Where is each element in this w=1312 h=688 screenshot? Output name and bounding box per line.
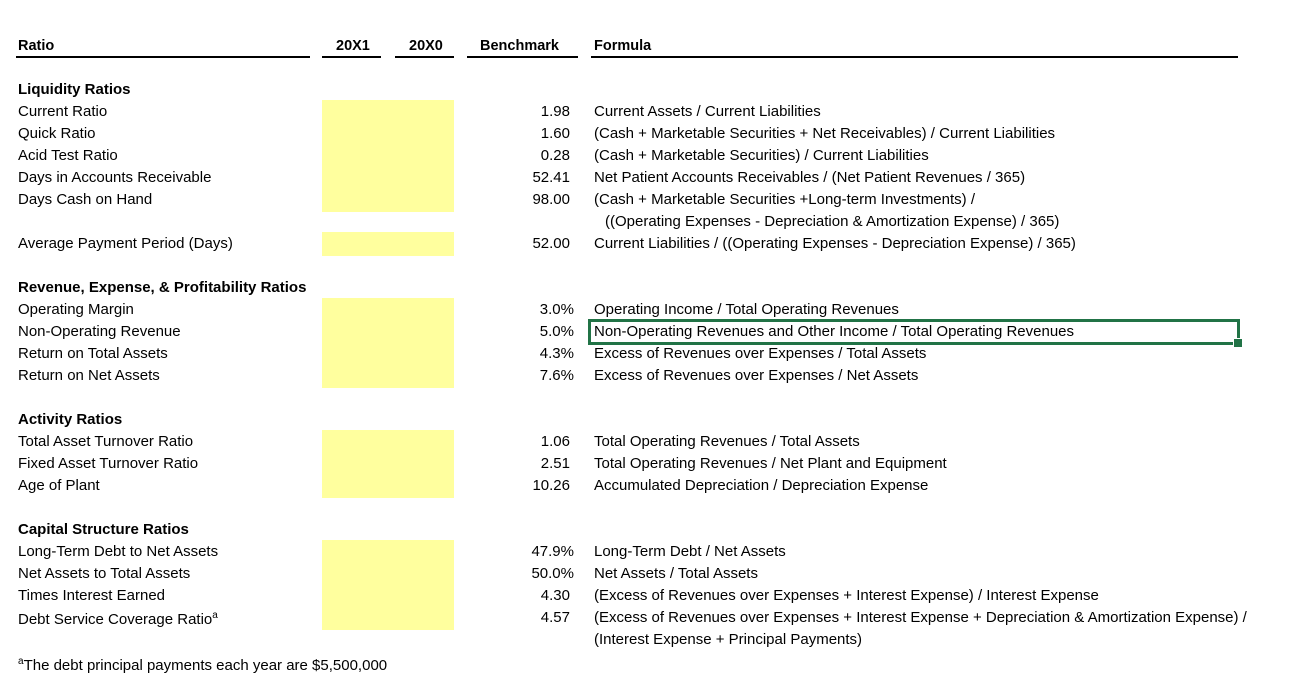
row-label: Return on Net Assets [18,367,160,384]
row-benchmark: 4.3% [539,345,574,362]
row-label: Long-Term Debt to Net Assets [18,543,219,560]
row-formula: Long-Term Debt / Net Assets [594,543,786,560]
row-formula: (Cash + Marketable Securities +Long-term… [594,191,975,208]
header-20x1: 20X1 [336,38,370,54]
footnote-marker: a [212,610,218,621]
row-label: Operating Margin [18,301,134,318]
header-underline-benchmark [467,56,578,58]
row-label: Total Asset Turnover Ratio [18,433,194,450]
header-formula: Formula [594,38,652,54]
footnote: aThe debt principal payments each year a… [18,655,387,677]
header-underline-ratio [16,56,310,58]
row-formula-continued: (Interest Expense + Principal Payments) [594,631,863,648]
row-formula: Excess of Revenues over Expenses / Total… [594,345,927,362]
header-underline-formula [591,56,1238,58]
row-label: Days in Accounts Receivable [18,169,212,186]
section-activity: Activity Ratios [18,411,123,428]
row-formula: Total Operating Revenues / Total Assets [594,433,860,450]
input-cells-liquidity[interactable] [322,100,454,212]
row-benchmark: 2.51 [540,455,570,472]
row-benchmark: 1.06 [540,433,570,450]
row-label: Return on Total Assets [18,345,168,362]
row-formula: (Excess of Revenues over Expenses + Inte… [594,587,1099,604]
row-benchmark: 4.57 [540,609,570,626]
row-benchmark: 3.0% [539,301,574,318]
header-underline-20x1 [322,56,381,58]
input-cells-avg-payment[interactable] [322,232,454,256]
row-formula[interactable]: Non-Operating Revenues and Other Income … [594,323,1074,340]
row-formula: Net Assets / Total Assets [594,565,758,582]
row-formula-continued: ((Operating Expenses - Depreciation & Am… [605,213,1060,230]
header-20x0: 20X0 [409,38,443,54]
footnote-text: The debt principal payments each year ar… [23,657,388,674]
row-label: Current Ratio [18,103,108,120]
header-ratio: Ratio [18,38,55,54]
row-formula: Net Patient Accounts Receivables / (Net … [594,169,1026,186]
row-benchmark: 10.26 [532,477,570,494]
row-formula: Total Operating Revenues / Net Plant and… [594,455,947,472]
row-benchmark: 52.00 [532,235,570,252]
section-capital: Capital Structure Ratios [18,521,189,538]
active-cell-selection[interactable] [588,319,1240,345]
input-cells-capital[interactable] [322,540,454,630]
row-benchmark: 1.60 [540,125,570,142]
row-benchmark: 52.41 [532,169,570,186]
row-formula: (Cash + Marketable Securities + Net Rece… [594,125,1056,142]
row-label: Acid Test Ratio [18,147,118,164]
row-benchmark: 4.30 [540,587,570,604]
row-formula: (Excess of Revenues over Expenses + Inte… [594,609,1247,626]
row-benchmark: 47.9% [531,543,574,560]
row-label: Non-Operating Revenue [18,323,181,340]
row-label: Average Payment Period (Days) [18,235,233,252]
row-label-debt-service: Debt Service Coverage Ratioa [18,609,218,631]
row-label: Days Cash on Hand [18,191,153,208]
row-label: Net Assets to Total Assets [18,565,191,582]
row-benchmark: 0.28 [540,147,570,164]
row-formula: Current Liabilities / ((Operating Expens… [594,235,1076,252]
row-formula: Current Assets / Current Liabilities [594,103,821,120]
row-benchmark: 50.0% [531,565,574,582]
header-benchmark: Benchmark [480,38,559,54]
input-cells-activity[interactable] [322,430,454,498]
row-formula: (Cash + Marketable Securities) / Current… [594,147,929,164]
row-label: Age of Plant [18,477,100,494]
row-label: Fixed Asset Turnover Ratio [18,455,199,472]
row-label: Times Interest Earned [18,587,166,604]
row-formula: Operating Income / Total Operating Reven… [594,301,899,318]
row-formula: Excess of Revenues over Expenses / Net A… [594,367,919,384]
row-benchmark: 5.0% [539,323,574,340]
section-revenue: Revenue, Expense, & Profitability Ratios [18,279,307,296]
header-underline-20x0 [395,56,454,58]
row-benchmark: 7.6% [539,367,574,384]
row-benchmark: 98.00 [532,191,570,208]
section-liquidity: Liquidity Ratios [18,81,131,98]
fill-handle[interactable] [1233,338,1243,348]
row-label: Quick Ratio [18,125,96,142]
row-formula: Accumulated Depreciation / Depreciation … [594,477,929,494]
row-benchmark: 1.98 [540,103,570,120]
row-label-text: Debt Service Coverage Ratio [18,611,213,628]
footnote-mark: a [18,656,24,667]
input-cells-revenue[interactable] [322,298,454,388]
